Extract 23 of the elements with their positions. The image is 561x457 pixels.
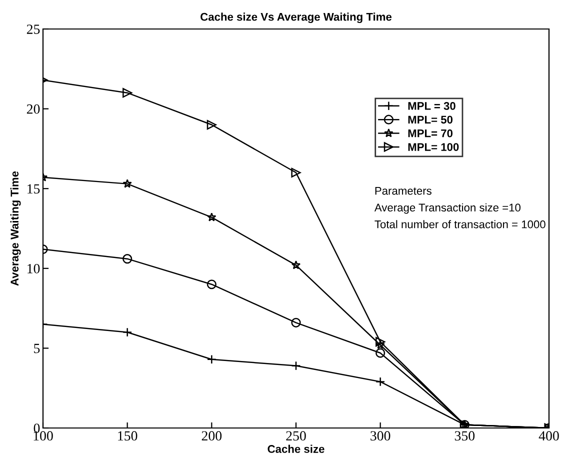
x-tick-label: 400: [538, 431, 559, 441]
x-tick-label: 300: [370, 431, 390, 441]
annotation: Total number of transaction = 1000: [374, 220, 546, 228]
y-tick-label: 20: [26, 104, 40, 114]
y-tick-label: 0: [34, 424, 40, 433]
x-tick-label: 250: [286, 431, 306, 441]
x-tick-label: 150: [118, 431, 138, 441]
x-tick-label: 200: [202, 431, 222, 441]
annotation: Average Transaction size =10: [374, 203, 520, 214]
legend-label: MPL= 70: [408, 129, 453, 138]
x-axis-title: Cache size: [268, 444, 324, 453]
legend-label: MPL = 30: [408, 102, 456, 110]
y-tick-label: 15: [28, 184, 40, 194]
x-tick-label: 100: [34, 431, 53, 441]
y-tick-label: 5: [34, 344, 40, 354]
y-tick-label: 25: [26, 24, 40, 34]
legend-label: MPL= 100: [408, 143, 459, 151]
y-tick-label: 10: [28, 264, 40, 274]
y-axis-title: Average Waiting Time: [10, 171, 21, 286]
legend-label: MPL= 50: [408, 116, 453, 124]
x-tick-label: 350: [454, 431, 475, 441]
annotation: Parameters: [375, 187, 432, 195]
chart-title: Cache size Vs Average Waiting Time: [200, 12, 392, 24]
